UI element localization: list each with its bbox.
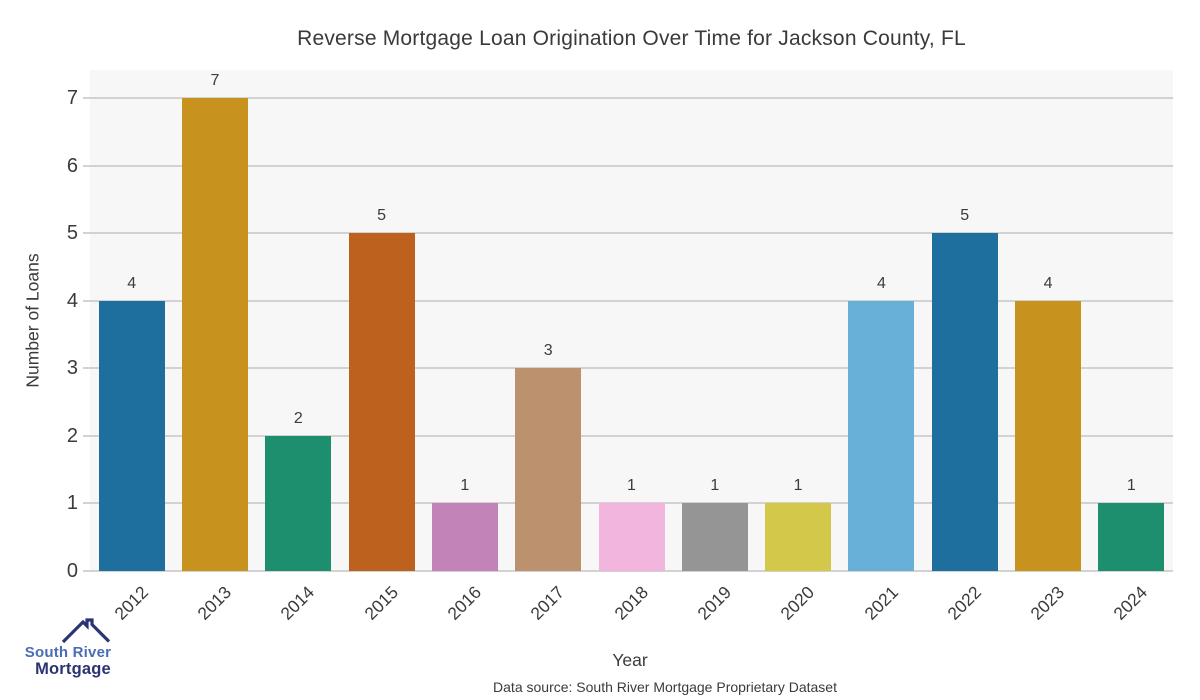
bar-value-label-2021: 4	[876, 274, 886, 292]
bar-2018	[598, 503, 665, 571]
gridline-y-3	[83, 367, 1173, 370]
bar-value-label-2022: 5	[960, 207, 970, 225]
bar-2014	[265, 435, 332, 571]
bar-2012	[98, 300, 165, 571]
x-tick-label-2021: 2021	[859, 582, 902, 624]
x-tick-label-2023: 2023	[1026, 582, 1069, 624]
plot-area	[90, 70, 1173, 571]
data-source-note: Data source: South River Mortgage Propri…	[493, 679, 837, 695]
chart-title: Reverse Mortgage Loan Origination Over T…	[297, 27, 966, 50]
bar-value-label-2019: 1	[710, 477, 720, 495]
bar-2021	[848, 300, 915, 571]
bar-value-label-2013: 7	[210, 72, 220, 89]
x-axis-title: Year	[612, 650, 648, 670]
gridline-y-6	[83, 164, 1173, 167]
bar-value-label-2014: 2	[293, 409, 303, 427]
bar-value-label-2020: 1	[793, 477, 803, 495]
x-tick-label-2016: 2016	[443, 582, 486, 624]
bar-value-label-2017: 3	[543, 342, 553, 360]
bar-2022	[931, 233, 998, 571]
gridline-y-2	[83, 434, 1173, 437]
south-river-mortgage-logo: South River Mortgage	[10, 614, 140, 684]
bar-2013	[181, 98, 248, 571]
roof-chimney-icon	[61, 618, 111, 644]
y-tick-label: 0	[66, 560, 78, 582]
bar-2015	[348, 233, 415, 571]
bar-value-label-2015: 5	[377, 207, 387, 225]
bar-2017	[515, 368, 582, 571]
x-tick-label-2019: 2019	[693, 582, 735, 624]
y-axis-title: Number of Loans	[22, 253, 43, 388]
x-tick-label-2013: 2013	[193, 582, 236, 624]
logo-text-south-river: South River	[24, 644, 112, 661]
bar-value-label-2023: 4	[1043, 274, 1053, 292]
bar-2020	[765, 503, 832, 571]
y-tick-label: 4	[66, 289, 78, 312]
bar-value-label-2012: 4	[127, 274, 137, 292]
gridline-y-7	[83, 97, 1173, 99]
gridline-y-0	[83, 570, 1173, 572]
y-tick-label: 2	[66, 424, 78, 447]
x-tick-label-2018: 2018	[609, 582, 652, 624]
x-tick-label-2015: 2015	[360, 582, 402, 624]
bar-value-label-2016: 1	[460, 477, 470, 495]
y-tick-label: 5	[66, 222, 78, 245]
x-tick-label-2020: 2020	[776, 582, 819, 624]
x-tick-label-2024: 2024	[1109, 582, 1152, 624]
bar-2019	[681, 503, 748, 571]
y-tick-label: 1	[66, 492, 78, 515]
bar-value-label-2024: 1	[1126, 477, 1136, 495]
y-tick-label: 3	[66, 357, 78, 380]
x-tick-label-2017: 2017	[526, 582, 569, 624]
y-tick-label: 7	[66, 87, 78, 109]
gridline-y-4	[83, 299, 1173, 302]
bar-value-label-2018: 1	[627, 477, 636, 495]
y-tick-label: 6	[66, 154, 78, 177]
bar-2016	[431, 503, 498, 571]
logo-text-mortgage: Mortgage	[35, 660, 111, 678]
gridline-y-5	[83, 232, 1173, 235]
bar-2024	[1098, 503, 1165, 571]
x-tick-label-2022: 2022	[943, 582, 985, 624]
bar-2023	[1015, 300, 1082, 571]
x-tick-label-2014: 2014	[276, 582, 319, 624]
